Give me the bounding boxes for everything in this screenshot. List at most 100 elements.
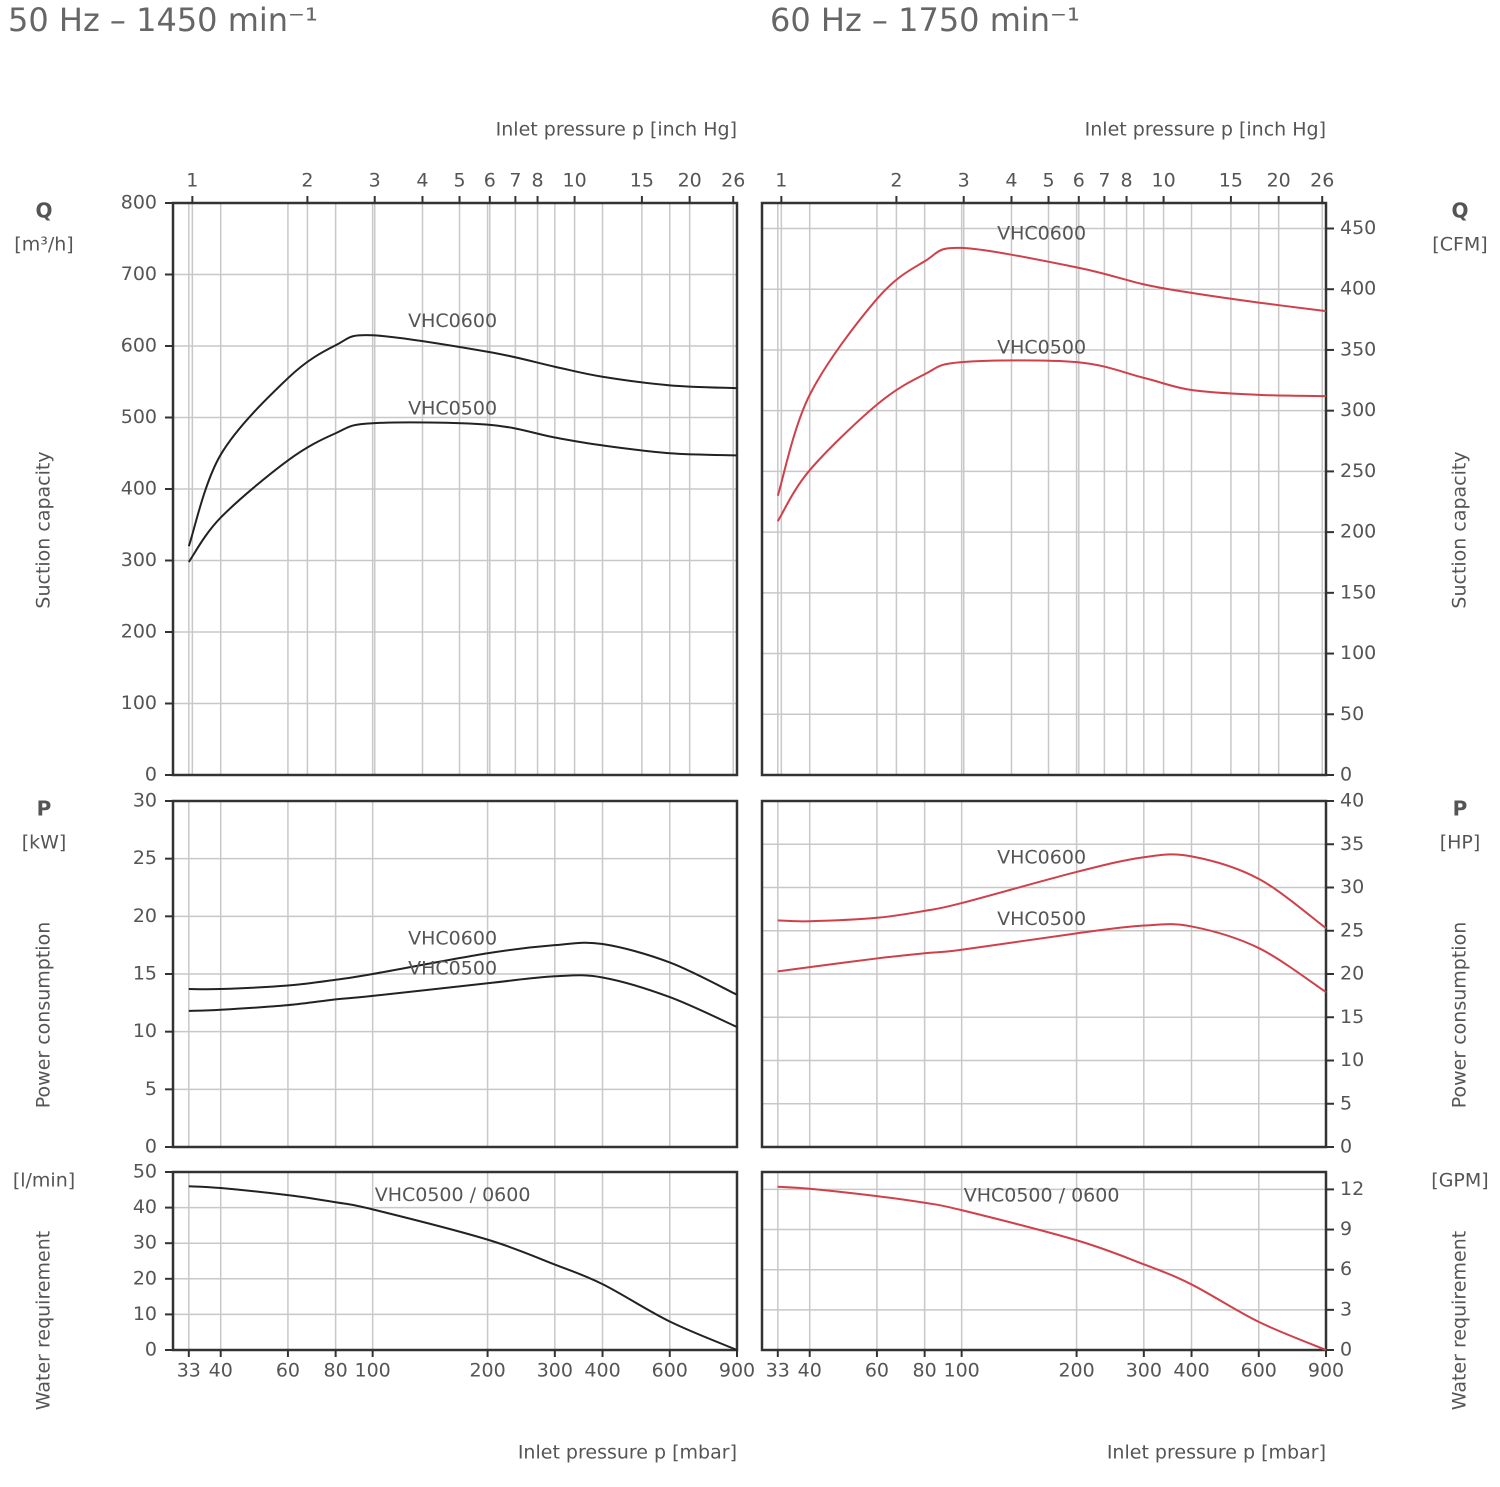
y-tick-label: 40 — [1340, 790, 1364, 812]
x-tick-label: 400 — [584, 1360, 620, 1382]
x-tick-label: 600 — [1241, 1360, 1277, 1382]
data-line — [776, 246, 1327, 496]
y-tick-label: 50 — [1340, 703, 1364, 725]
y-tick-label: 250 — [1340, 460, 1376, 482]
y-unit: [kW] — [22, 832, 67, 854]
x2-tick-label: 20 — [1267, 170, 1291, 192]
y-tick-label: 0 — [145, 1136, 157, 1158]
y-tick-label: 50 — [133, 1161, 157, 1183]
data-line — [776, 359, 1327, 522]
y-axis-label: Power consumption — [1449, 922, 1471, 1109]
y-tick-label: 200 — [121, 621, 157, 643]
x2-tick-label: 2 — [301, 170, 313, 192]
x-tick-label: 80 — [324, 1360, 348, 1382]
x-tick-label: 33 — [766, 1360, 790, 1382]
x-tick-label: 60 — [276, 1360, 300, 1382]
y-unit: [l/min] — [13, 1170, 75, 1192]
y-symbol: P — [1453, 797, 1468, 821]
series-label: VHC0500 / 0600 — [964, 1185, 1120, 1207]
x-tick-label: 40 — [209, 1360, 233, 1382]
y-tick-label: 800 — [121, 192, 157, 214]
data-line — [777, 1185, 1327, 1351]
x-tick-label: 60 — [865, 1360, 889, 1382]
y-tick-label: 40 — [133, 1196, 157, 1218]
x2-tick-label: 8 — [532, 170, 544, 192]
x-axis-label: Inlet pressure p [mbar] — [518, 1442, 737, 1464]
y-tick-label: 300 — [1340, 399, 1376, 421]
x-tick-label: 300 — [537, 1360, 573, 1382]
x-tick-label: 900 — [719, 1360, 755, 1382]
x2-tick-label: 3 — [369, 170, 381, 192]
x-tick-label: 900 — [1308, 1360, 1344, 1382]
x2-tick-label: 5 — [1042, 170, 1054, 192]
x-tick-label: 100 — [944, 1360, 980, 1382]
series-label: VHC0600 — [408, 928, 497, 950]
y-axis-label: Suction capacity — [1449, 451, 1471, 608]
x2-tick-label: 4 — [1005, 170, 1017, 192]
data-line — [188, 1185, 738, 1351]
y-tick-label: 700 — [121, 263, 157, 285]
y-axis-label: Power consumption — [33, 922, 55, 1109]
x2-tick-label: 15 — [630, 170, 654, 192]
data-line — [777, 853, 1327, 929]
y-axis-label: Water requirement — [33, 1231, 55, 1410]
series-label: VHC0600 — [997, 222, 1086, 244]
y-tick-label: 30 — [133, 790, 157, 812]
y-tick-label: 30 — [133, 1232, 157, 1254]
x2-tick-label: 2 — [890, 170, 902, 192]
x-tick-label: 80 — [913, 1360, 937, 1382]
y-tick-label: 5 — [1340, 1092, 1352, 1114]
y-tick-label: 20 — [133, 905, 157, 927]
plot-frame — [171, 799, 739, 1149]
x2-axis-label: Inlet pressure p [inch Hg] — [496, 119, 737, 141]
x2-tick-label: 3 — [958, 170, 970, 192]
data-line — [777, 923, 1327, 994]
y-tick-label: 150 — [1340, 581, 1376, 603]
x2-tick-label: 10 — [1151, 170, 1175, 192]
series-label: VHC0500 — [997, 337, 1086, 359]
data-line — [187, 421, 738, 563]
data-line — [188, 941, 738, 996]
plot-frame — [171, 1170, 739, 1352]
y-tick-label: 0 — [1340, 764, 1352, 786]
y-tick-label: 12 — [1340, 1178, 1364, 1200]
y-tick-label: 15 — [1340, 1006, 1364, 1028]
data-line — [188, 974, 738, 1028]
y-tick-label: 35 — [1340, 833, 1364, 855]
y-tick-label: 10 — [133, 1020, 157, 1042]
x-tick-label: 300 — [1126, 1360, 1162, 1382]
series-label: VHC0500 — [997, 908, 1086, 930]
y-axis-label: Water requirement — [1449, 1231, 1471, 1410]
x2-tick-label: 6 — [1073, 170, 1085, 192]
x2-tick-label: 15 — [1219, 170, 1243, 192]
x-tick-label: 200 — [469, 1360, 505, 1382]
y-tick-label: 100 — [1340, 642, 1376, 664]
y-tick-label: 500 — [121, 406, 157, 428]
x2-tick-label: 26 — [721, 170, 745, 192]
y-tick-label: 400 — [121, 478, 157, 500]
y-tick-label: 300 — [121, 549, 157, 571]
series-label: VHC0500 / 0600 — [375, 1184, 531, 1206]
x-tick-label: 400 — [1173, 1360, 1209, 1382]
series-label: VHC0600 — [408, 310, 497, 332]
x2-tick-label: 20 — [678, 170, 702, 192]
y-unit: [m³/h] — [14, 234, 73, 256]
y-unit: [CFM] — [1432, 234, 1487, 256]
y-axis-label: Suction capacity — [33, 451, 55, 608]
x-tick-label: 40 — [798, 1360, 822, 1382]
y-tick-label: 350 — [1340, 338, 1376, 360]
y-tick-label: 15 — [133, 963, 157, 985]
y-tick-label: 0 — [145, 1339, 157, 1361]
x-axis-label: Inlet pressure p [mbar] — [1107, 1442, 1326, 1464]
y-tick-label: 6 — [1340, 1258, 1352, 1280]
x-tick-label: 100 — [355, 1360, 391, 1382]
y-tick-label: 200 — [1340, 521, 1376, 543]
plot-frame — [760, 799, 1328, 1149]
y-tick-label: 30 — [1340, 876, 1364, 898]
x2-tick-label: 1 — [775, 170, 787, 192]
data-line — [187, 334, 738, 547]
x2-tick-label: 8 — [1121, 170, 1133, 192]
y-unit: [HP] — [1440, 832, 1481, 854]
y-tick-label: 3 — [1340, 1298, 1352, 1320]
